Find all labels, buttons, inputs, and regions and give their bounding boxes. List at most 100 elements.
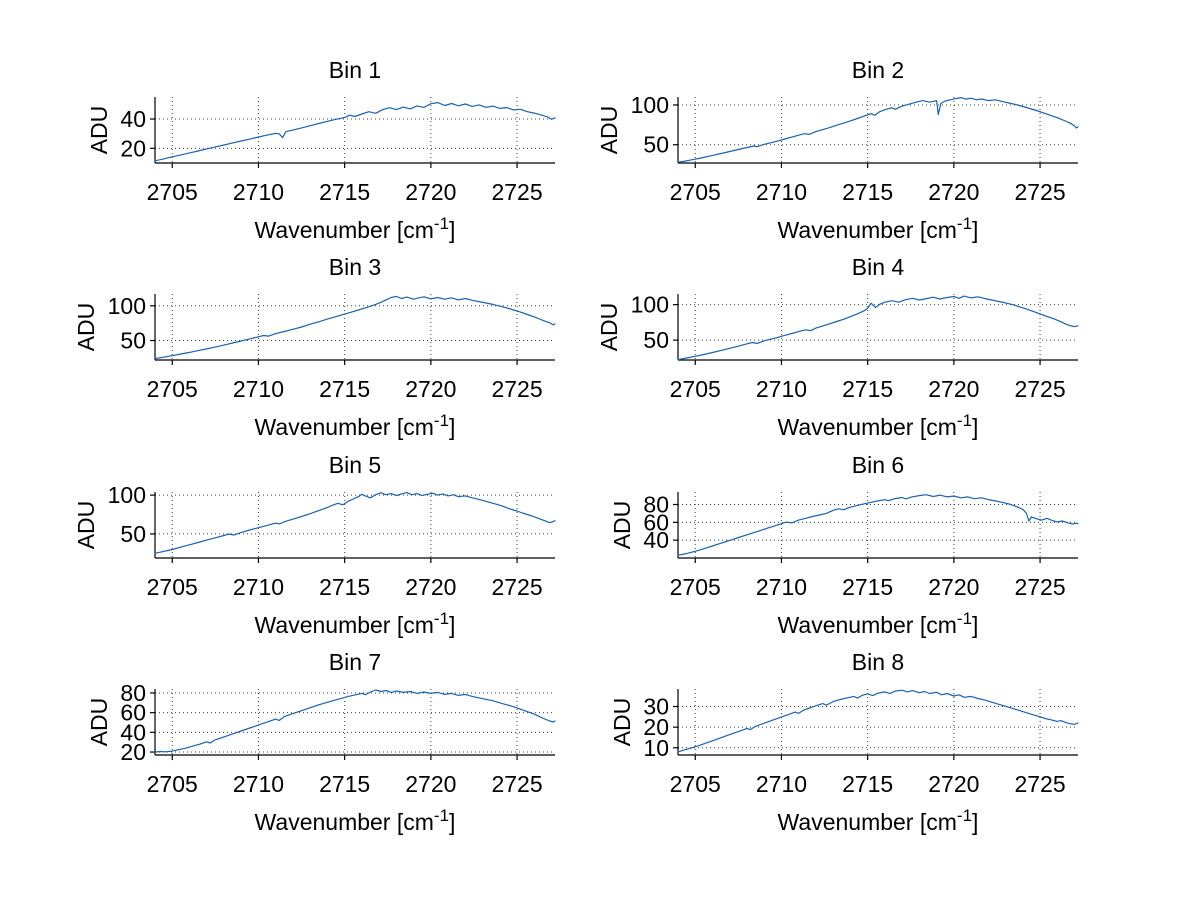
x-tick-label: 2720 xyxy=(405,771,456,797)
y-tick-label: 20 xyxy=(643,714,669,740)
y-tick-label: 100 xyxy=(631,292,669,318)
chart-title: Bin 6 xyxy=(852,452,904,478)
series-line xyxy=(154,295,556,360)
x-tick-label: 2725 xyxy=(1014,376,1065,402)
x-tick-label: 2710 xyxy=(756,179,807,205)
y-tick-label: 50 xyxy=(643,327,669,353)
x-tick-label: 2725 xyxy=(1014,574,1065,600)
subplot-bin-2: 2705 2710 2715 2720 2725 50 100 Bin 2 ADU Wavenum… xyxy=(523,40,1123,266)
y-tick-label: 100 xyxy=(108,482,146,508)
x-tick-label: 2720 xyxy=(928,179,979,205)
x-axis-label: Wavenumber [cm-1] xyxy=(778,806,979,835)
x-tick-label: 2725 xyxy=(1014,771,1065,797)
x-tick-label: 2705 xyxy=(147,574,198,600)
x-tick-label: 2710 xyxy=(233,771,284,797)
x-tick-label: 2705 xyxy=(147,771,198,797)
x-tick-label: 2725 xyxy=(491,179,542,205)
chart-title: Bin 1 xyxy=(329,57,381,83)
x-tick-label: 2720 xyxy=(928,376,979,402)
chart-bin-2: 2705 2710 2715 2720 2725 50 100 Bin 2 ADU Wavenum… xyxy=(596,57,1079,243)
x-tick-label: 2715 xyxy=(319,179,370,205)
chart-bin-4: 2705 2710 2715 2720 2725 50 100 Bin 4 ADU Wavenum… xyxy=(596,254,1079,440)
chart-bin-1: 2705 2710 2715 2720 2725 20 40 Bin 1 ADU Wavenumb… xyxy=(86,57,556,243)
x-axis-label: Wavenumber [cm-1] xyxy=(255,411,456,440)
y-tick-label: 30 xyxy=(643,694,669,720)
x-tick-label: 2715 xyxy=(842,179,893,205)
x-tick-label: 2720 xyxy=(405,376,456,402)
x-tick-label: 2710 xyxy=(756,771,807,797)
y-axis-label: ADU xyxy=(596,106,622,155)
x-tick-label: 2710 xyxy=(756,376,807,402)
subplot-bin-1: 2705 2710 2715 2720 2725 20 40 Bin 1 ADU Wavenumb… xyxy=(0,40,600,266)
y-axis-label: ADU xyxy=(73,303,99,352)
x-axis-label: Wavenumber [cm-1] xyxy=(255,214,456,243)
x-tick-label: 2705 xyxy=(147,179,198,205)
x-tick-label: 2720 xyxy=(928,771,979,797)
series-line xyxy=(677,295,1079,361)
x-tick-label: 2715 xyxy=(842,574,893,600)
chart-title: Bin 2 xyxy=(852,57,904,83)
x-tick-label: 2715 xyxy=(842,771,893,797)
chart-title: Bin 8 xyxy=(852,649,904,675)
x-tick-label: 2715 xyxy=(319,574,370,600)
subplot-bin-8: 2705 2710 2715 2720 2725 10 20 30 Bin 8 ADU Wavenu… xyxy=(523,632,1123,858)
chart-title: Bin 5 xyxy=(329,452,381,478)
x-tick-label: 2725 xyxy=(491,376,542,402)
x-axis-label: Wavenumber [cm-1] xyxy=(778,609,979,638)
series-line xyxy=(154,491,556,554)
series-line xyxy=(154,689,556,753)
series-line xyxy=(677,689,1079,753)
x-tick-label: 2705 xyxy=(670,771,721,797)
y-tick-label: 80 xyxy=(643,491,669,517)
y-tick-label: 40 xyxy=(120,106,146,132)
chart-title: Bin 7 xyxy=(329,649,381,675)
y-tick-label: 10 xyxy=(643,735,669,761)
y-axis-label: ADU xyxy=(86,698,112,747)
x-tick-label: 2705 xyxy=(670,376,721,402)
y-tick-label: 40 xyxy=(120,719,146,745)
x-axis-label: Wavenumber [cm-1] xyxy=(255,609,456,638)
y-tick-label: 50 xyxy=(643,132,669,158)
x-tick-label: 2715 xyxy=(842,376,893,402)
subplot-bin-4: 2705 2710 2715 2720 2725 50 100 Bin 4 ADU Wavenum… xyxy=(523,237,1123,463)
y-tick-label: 100 xyxy=(631,92,669,118)
x-tick-label: 2715 xyxy=(319,771,370,797)
chart-title: Bin 3 xyxy=(329,254,381,280)
y-axis-label: ADU xyxy=(596,303,622,352)
x-axis-label: Wavenumber [cm-1] xyxy=(778,411,979,440)
y-tick-label: 60 xyxy=(643,509,669,535)
x-tick-label: 2710 xyxy=(233,574,284,600)
x-tick-label: 2720 xyxy=(928,574,979,600)
x-axis-label: Wavenumber [cm-1] xyxy=(255,806,456,835)
y-tick-label: 50 xyxy=(120,328,146,354)
series-line xyxy=(154,101,556,162)
chart-bin-5: 2705 2710 2715 2720 2725 50 100 Bin 5 ADU Wavenum… xyxy=(73,452,556,638)
x-tick-label: 2720 xyxy=(405,574,456,600)
x-tick-label: 2725 xyxy=(491,771,542,797)
subplot-bin-5: 2705 2710 2715 2720 2725 50 100 Bin 5 ADU Wavenum… xyxy=(0,435,600,661)
x-tick-label: 2705 xyxy=(670,179,721,205)
x-tick-label: 2710 xyxy=(233,179,284,205)
x-tick-label: 2720 xyxy=(405,179,456,205)
series-line xyxy=(677,96,1079,163)
y-tick-label: 20 xyxy=(120,135,146,161)
subplot-bin-7: 2705 2710 2715 2720 2725 20 40 60 80 Bin 7 ADU Wave… xyxy=(0,632,600,858)
x-tick-label: 2725 xyxy=(491,574,542,600)
chart-title: Bin 4 xyxy=(852,254,905,280)
series-line xyxy=(677,494,1079,556)
y-axis-label: ADU xyxy=(86,106,112,155)
y-axis-label: ADU xyxy=(609,698,635,747)
x-tick-label: 2705 xyxy=(147,376,198,402)
y-tick-label: 60 xyxy=(120,700,146,726)
y-tick-label: 40 xyxy=(643,527,669,553)
y-axis-label: ADU xyxy=(73,501,99,550)
x-tick-label: 2710 xyxy=(233,376,284,402)
y-tick-label: 20 xyxy=(120,739,146,765)
x-tick-label: 2705 xyxy=(670,574,721,600)
x-tick-label: 2710 xyxy=(756,574,807,600)
chart-bin-3: 2705 2710 2715 2720 2725 50 100 Bin 3 ADU Wavenum… xyxy=(73,254,556,440)
